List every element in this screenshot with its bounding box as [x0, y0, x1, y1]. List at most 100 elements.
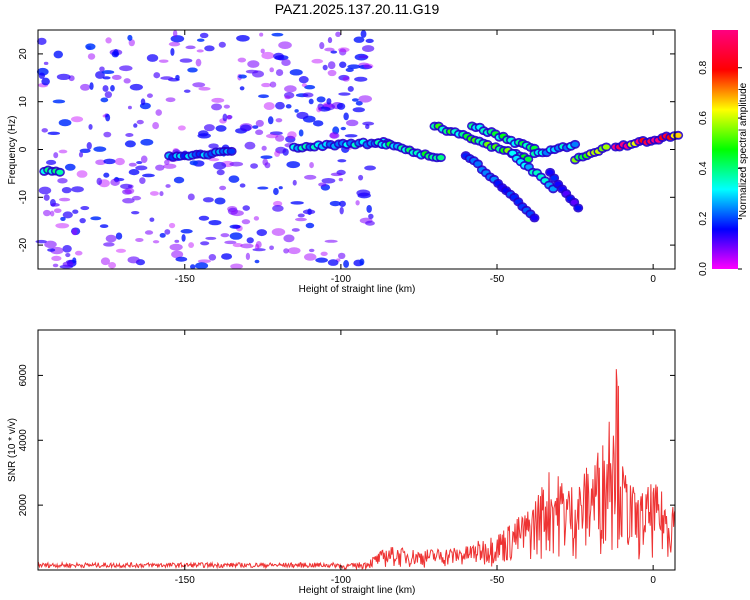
spectrogram-noise-cell — [330, 172, 343, 177]
spectrogram-noise-cell — [149, 217, 155, 222]
spectrogram-noise-cell — [368, 213, 374, 220]
colorbar-ticks: 0.0 0.2 0.4 0.6 0.8 — [698, 60, 742, 276]
spectrogram-noise-cell — [60, 216, 66, 221]
spectrogram-noise-cell — [135, 165, 148, 171]
spectrogram-noise-cell — [53, 152, 59, 159]
spectrogram-noise-cell — [358, 174, 364, 181]
spectrogram-noise-cell — [245, 69, 259, 74]
spectrogram-noise-cell — [122, 197, 135, 204]
spectrogram-noise-cell — [140, 138, 154, 146]
spectrogram-noise-cell — [336, 102, 346, 110]
spectrogram-noise-cell — [177, 125, 186, 131]
spectrogram-noise-cell — [269, 67, 274, 73]
spectrogram-noise-cell — [219, 185, 227, 191]
spectrogram-noise-cell — [173, 176, 185, 184]
spectrogram-noise-cell — [340, 126, 346, 131]
spectrogram-noise-cell — [179, 58, 193, 63]
spectrogram-noise-cell — [120, 183, 133, 189]
spectrogram-noise-cell — [99, 224, 109, 229]
spectrogram-noise-cell — [172, 29, 178, 38]
spectrogram-noise-cell — [278, 186, 283, 190]
spectrogram-noise-cell — [259, 32, 264, 37]
spectrogram-noise-cell — [195, 58, 202, 67]
spectrogram-noise-cell — [214, 197, 226, 205]
spectrogram-noise-cell — [281, 58, 291, 67]
spectrogram-noise-cell — [76, 170, 88, 178]
spectrogram-noise-cell — [79, 148, 91, 153]
spectrogram-noise-cell — [88, 124, 93, 130]
spectrogram-noise-cell — [283, 234, 295, 243]
spectrogram-noise-cell — [269, 81, 277, 88]
spectrogram-noise-cell — [247, 60, 260, 68]
spectrogram-noise-cell — [301, 83, 307, 88]
spectrogram-noise-cell — [260, 155, 273, 159]
spectrogram-noise-cell — [41, 77, 50, 86]
spectrogram-noise-cell — [303, 253, 317, 261]
spectrogram-noise-cell — [65, 252, 71, 258]
spectrogram-noise-cell — [223, 104, 230, 109]
spectrogram-noise-cell — [362, 45, 375, 52]
spectrogram-noise-cell — [86, 141, 92, 150]
spectrogram-noise-cell — [252, 125, 259, 129]
spectrogram-noise-cell — [355, 101, 363, 106]
spectrogram-noise-cell — [190, 264, 196, 270]
spectrogram-noise-cell — [258, 94, 269, 99]
spectrogram-noise-cell — [144, 230, 154, 235]
spectrogram-noise-cell — [285, 104, 292, 109]
spectrogram-noise-cell — [208, 219, 222, 226]
spectrogram-noise-cell — [115, 232, 123, 240]
spectrogram-noise-cell — [338, 92, 351, 96]
spectrogram-noise-cell — [365, 220, 375, 226]
spectrogram-noise-cell — [38, 186, 52, 195]
spectrogram-noise-cell — [103, 172, 110, 178]
spectrogram-noise-cell — [71, 228, 78, 236]
spectrogram-noise-cell — [52, 263, 59, 268]
spectrogram-ridge-core — [530, 215, 538, 221]
spectrogram-noise-cell — [119, 65, 133, 72]
spectrogram-noise-cell — [239, 183, 246, 188]
spectrogram-noise-cell — [155, 109, 162, 116]
spectrogram-noise-cell — [90, 216, 102, 221]
spectrogram-noise-cell — [198, 130, 209, 137]
spectrogram-noise-cell — [53, 208, 62, 213]
spectrogram-noise-cell — [198, 215, 210, 221]
spectrogram-noise-cell — [257, 186, 269, 190]
spectrogram-noise-cell — [274, 150, 281, 157]
spectrogram-noise-cell — [211, 97, 225, 103]
spectrogram-noise-cell — [358, 95, 373, 103]
spectrogram-noise-cell — [110, 178, 120, 186]
spectrogram-noise-cell — [273, 187, 279, 196]
spectrogram-noise-cell — [327, 61, 336, 70]
spectrogram-noise-cell — [58, 119, 72, 127]
spectrogram-noise-cell — [57, 177, 68, 184]
spectrogram-noise-cell — [319, 42, 325, 50]
spectrogram-noise-cell — [160, 76, 174, 80]
spectrogram-noise-cell — [74, 250, 83, 256]
spectrogram-noise-cell — [163, 163, 177, 169]
spectrogram-noise-cell — [35, 239, 47, 244]
spectrogram-noise-cell — [272, 205, 284, 212]
spectrogram-noise-cell — [62, 244, 72, 253]
spectrogram-noise-cell — [102, 76, 111, 80]
spectrogram-noise-cell — [135, 237, 144, 242]
spectrogram-noise-cell — [232, 242, 243, 248]
spectrogram-ridge-core — [437, 155, 445, 161]
spectrogram-noise-cell — [128, 162, 137, 167]
spectrogram-noise-cell — [261, 145, 267, 151]
spectrogram-noise-cell — [226, 115, 233, 120]
spectrogram-noise-cell — [250, 163, 259, 169]
spectrogram-noise-cell — [103, 242, 115, 247]
spectrogram-noise-cell — [337, 252, 346, 260]
spectrogram-noise-cell — [297, 213, 305, 218]
spectrogram-noise-cell — [302, 209, 316, 215]
spectrogram-noise-cell — [146, 54, 159, 62]
spectrogram-noise-cell — [100, 97, 109, 103]
spectrogram-noise-cell — [358, 55, 369, 59]
spectrogram-noise-cell — [269, 245, 274, 251]
spectrogram-ridge-core — [546, 169, 554, 175]
spectrogram-noise-cell — [366, 205, 372, 213]
spectrogram-noise-cell — [343, 260, 350, 268]
spectrogram-noise-cell — [329, 200, 341, 207]
snr-axes: -150 -100 -50 0 2000 4000 6000 — [18, 330, 675, 586]
spectrogram-noise-cell — [283, 248, 289, 254]
